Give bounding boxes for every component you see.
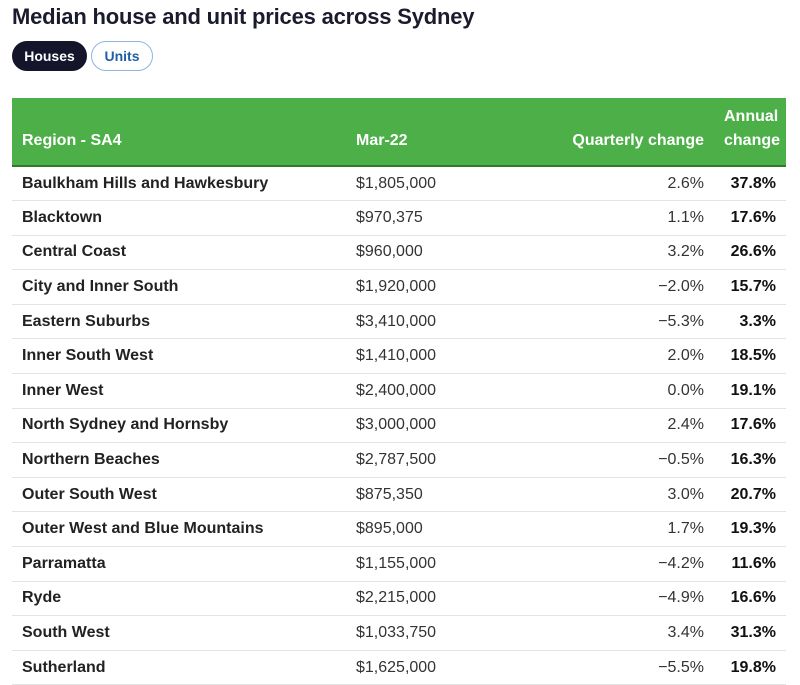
- tab-bar: Houses Units: [12, 41, 153, 71]
- price-table: Region - SA4 Mar-22 Quarterly change Ann…: [12, 98, 786, 685]
- annual-change-cell: 16.6%: [730, 589, 776, 607]
- table-row: City and Inner South $1,920,000 −2.0% 15.7%: [12, 270, 786, 305]
- table-row: Inner South West $1,410,000 2.0% 18.5%: [12, 339, 786, 374]
- price-cell: $875,350: [356, 485, 423, 503]
- table-body: Baulkham Hills and Hawkesbury $1,805,000 2…: [12, 166, 786, 685]
- tab-houses[interactable]: Houses: [12, 41, 87, 71]
- table-row: Outer West and Blue Mountains $895,000 1.7…: [12, 512, 786, 547]
- quarterly-change-cell: 3.2%: [667, 243, 704, 261]
- annual-change-cell: 19.8%: [730, 658, 776, 676]
- quarterly-change-cell: 2.0%: [667, 347, 704, 365]
- table-row: Inner West $2,400,000 0.0% 19.1%: [12, 374, 786, 409]
- table-row: Outer South West $875,350 3.0% 20.7%: [12, 477, 786, 512]
- region-cell: City and Inner South: [22, 278, 179, 296]
- annual-change-cell: 26.6%: [730, 243, 776, 261]
- quarterly-change-cell: 3.4%: [667, 624, 704, 642]
- column-header-region[interactable]: Region - SA4: [12, 98, 346, 167]
- region-cell: Baulkham Hills and Hawkesbury: [22, 174, 269, 192]
- price-cell: $1,805,000: [356, 174, 437, 192]
- annual-change-cell: 17.6%: [730, 416, 776, 434]
- table-row: Baulkham Hills and Hawkesbury $1,805,000 2…: [12, 166, 786, 201]
- annual-change-cell: 19.1%: [730, 381, 776, 399]
- column-header-quarterly-change[interactable]: Quarterly change: [512, 98, 714, 167]
- quarterly-change-cell: 2.6%: [667, 174, 704, 192]
- quarterly-change-cell: −4.9%: [658, 589, 704, 607]
- region-cell: Parramatta: [22, 554, 106, 572]
- annual-change-cell: 19.3%: [730, 520, 776, 538]
- quarterly-change-cell: 2.4%: [667, 416, 704, 434]
- annual-change-cell: 3.3%: [739, 312, 776, 330]
- column-header-price[interactable]: Mar-22: [346, 98, 512, 167]
- table-row: South West $1,033,750 3.4% 31.3%: [12, 616, 786, 651]
- quarterly-change-cell: 1.1%: [667, 208, 704, 226]
- table-row: Eastern Suburbs $3,410,000 −5.3% 3.3%: [12, 304, 786, 339]
- region-cell: Inner West: [22, 381, 104, 399]
- price-cell: $970,375: [356, 208, 423, 226]
- region-cell: Outer West and Blue Mountains: [22, 520, 264, 538]
- annual-header-line1: Annual: [724, 108, 779, 125]
- quarterly-change-cell: 3.0%: [667, 485, 704, 503]
- table-header: Region - SA4 Mar-22 Quarterly change Ann…: [12, 98, 786, 167]
- tab-units[interactable]: Units: [91, 41, 153, 71]
- table-row: Sutherland $1,625,000 −5.5% 19.8%: [12, 650, 786, 685]
- table-row: Central Coast $960,000 3.2% 26.6%: [12, 235, 786, 270]
- quarterly-change-cell: −5.3%: [658, 312, 704, 330]
- price-cell: $1,155,000: [356, 554, 437, 572]
- region-cell: Eastern Suburbs: [22, 312, 151, 330]
- page-title: Median house and unit prices across Sydn…: [12, 4, 475, 29]
- region-cell: Ryde: [22, 589, 62, 607]
- quarterly-change-cell: −5.5%: [658, 658, 704, 676]
- region-cell: Blacktown: [22, 208, 103, 226]
- table-row: Parramatta $1,155,000 −4.2% 11.6%: [12, 547, 786, 582]
- price-table-container: Region - SA4 Mar-22 Quarterly change Ann…: [12, 98, 786, 685]
- table-row: Ryde $2,215,000 −4.9% 16.6%: [12, 581, 786, 616]
- table-row: North Sydney and Hornsby $3,000,000 2.4% 17…: [12, 408, 786, 443]
- price-cell: $960,000: [356, 243, 423, 261]
- region-cell: Sutherland: [22, 658, 106, 676]
- price-cell: $3,410,000: [356, 312, 437, 330]
- annual-header-line2: change: [724, 132, 781, 149]
- column-header-annual-change[interactable]: Annual change: [714, 98, 786, 167]
- price-cell: $1,410,000: [356, 347, 437, 365]
- region-cell: Northern Beaches: [22, 451, 160, 469]
- annual-change-cell: 18.5%: [730, 347, 776, 365]
- quarterly-change-cell: −4.2%: [658, 554, 704, 572]
- region-cell: South West: [22, 624, 110, 642]
- table-row: Blacktown $970,375 1.1% 17.6%: [12, 201, 786, 236]
- price-cell: $2,400,000: [356, 381, 437, 399]
- table-row: Northern Beaches $2,787,500 −0.5% 16.3%: [12, 443, 786, 478]
- quarterly-change-cell: −0.5%: [658, 451, 704, 469]
- price-cell: $3,000,000: [356, 416, 437, 434]
- price-cell: $1,625,000: [356, 658, 437, 676]
- annual-change-cell: 31.3%: [730, 624, 776, 642]
- annual-change-cell: 17.6%: [730, 208, 776, 226]
- quarterly-change-cell: 1.7%: [667, 520, 704, 538]
- annual-change-cell: 37.8%: [730, 174, 776, 192]
- price-cell: $2,787,500: [356, 451, 437, 469]
- region-cell: Inner South West: [22, 347, 154, 365]
- annual-change-cell: 20.7%: [730, 485, 776, 503]
- annual-change-cell: 16.3%: [730, 451, 776, 469]
- price-cell: $2,215,000: [356, 589, 437, 607]
- region-cell: Outer South West: [22, 485, 157, 503]
- quarterly-change-cell: −2.0%: [658, 278, 704, 296]
- region-cell: Central Coast: [22, 243, 127, 261]
- price-cell: $1,920,000: [356, 278, 437, 296]
- quarterly-change-cell: 0.0%: [667, 381, 704, 399]
- annual-change-cell: 11.6%: [731, 554, 776, 572]
- annual-change-cell: 15.7%: [730, 278, 776, 296]
- price-cell: $895,000: [356, 520, 423, 538]
- price-cell: $1,033,750: [356, 624, 437, 642]
- region-cell: North Sydney and Hornsby: [22, 416, 229, 434]
